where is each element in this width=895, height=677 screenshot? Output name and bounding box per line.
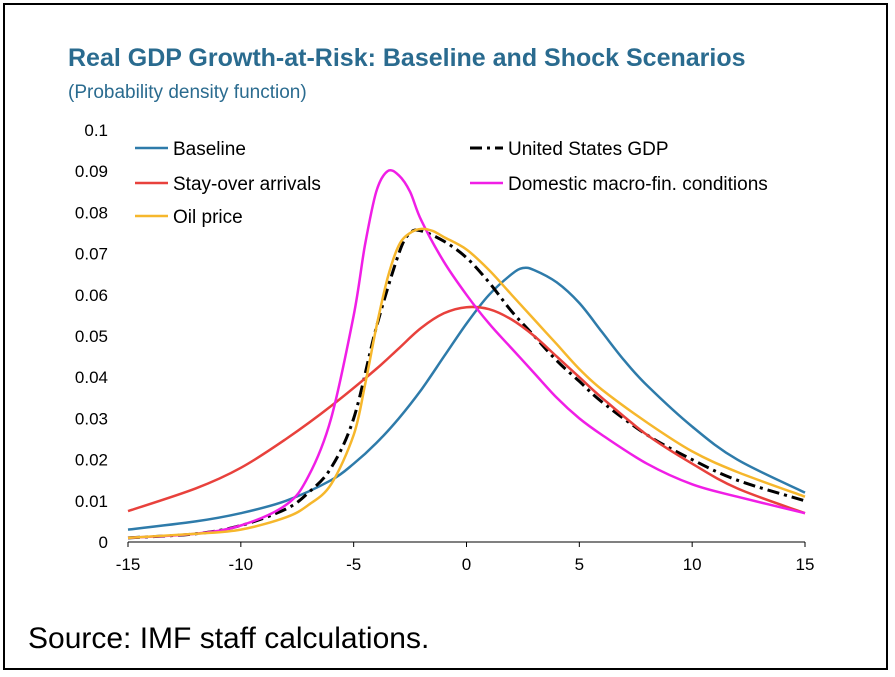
x-tick-label: 0 <box>462 555 471 574</box>
series-line-oil-price <box>127 227 806 540</box>
y-tick-label: 0.07 <box>75 245 108 264</box>
series-line-stay-over-arrivals <box>127 305 806 515</box>
y-tick-label: 0.04 <box>75 368 108 387</box>
y-tick-label: 0.09 <box>75 162 108 181</box>
legend-label: Oil price <box>173 207 243 228</box>
y-tick-label: 0.03 <box>75 409 108 428</box>
x-tick-label: -5 <box>346 555 361 574</box>
y-tick-label: 0.08 <box>75 203 108 222</box>
series-line-baseline <box>127 266 806 531</box>
axes: -15 -10 -5 0 5 10 15 0 0.01 0.02 0.03 0.04 0.05 0.06 0… <box>75 121 815 574</box>
y-tick-label: 0.1 <box>84 121 108 140</box>
chart-subtitle: (Probability density function) <box>68 82 307 103</box>
x-tick-label: 10 <box>683 555 702 574</box>
legend-label: United States GDP <box>508 139 669 160</box>
y-tick-label: 0.02 <box>75 451 108 470</box>
source-note: Source: IMF staff calculations. <box>28 622 430 655</box>
y-tick-label: 0.06 <box>75 286 108 305</box>
x-tick-label: 5 <box>575 555 584 574</box>
chart-title: Real GDP Growth-at-Risk: Baseline and Sh… <box>68 44 746 72</box>
x-tick-label: 15 <box>796 555 815 574</box>
series-lines <box>127 168 806 540</box>
y-tick-label: 0.01 <box>75 492 108 511</box>
series-line-united-states-gdp <box>127 228 806 540</box>
y-tick-label: 0 <box>99 533 108 552</box>
series-line-domestic-macro-fin-conditions <box>127 168 806 540</box>
legend-label: Stay-over arrivals <box>173 174 321 195</box>
legend: Baseline Stay-over arrivals Oil price Unite… <box>135 139 768 228</box>
y-tick-label: 0.05 <box>75 327 108 346</box>
x-tick-label: -10 <box>229 555 254 574</box>
x-tick-label: -15 <box>116 555 141 574</box>
legend-label: Baseline <box>173 139 246 160</box>
legend-label: Domestic macro-fin. conditions <box>508 174 768 195</box>
